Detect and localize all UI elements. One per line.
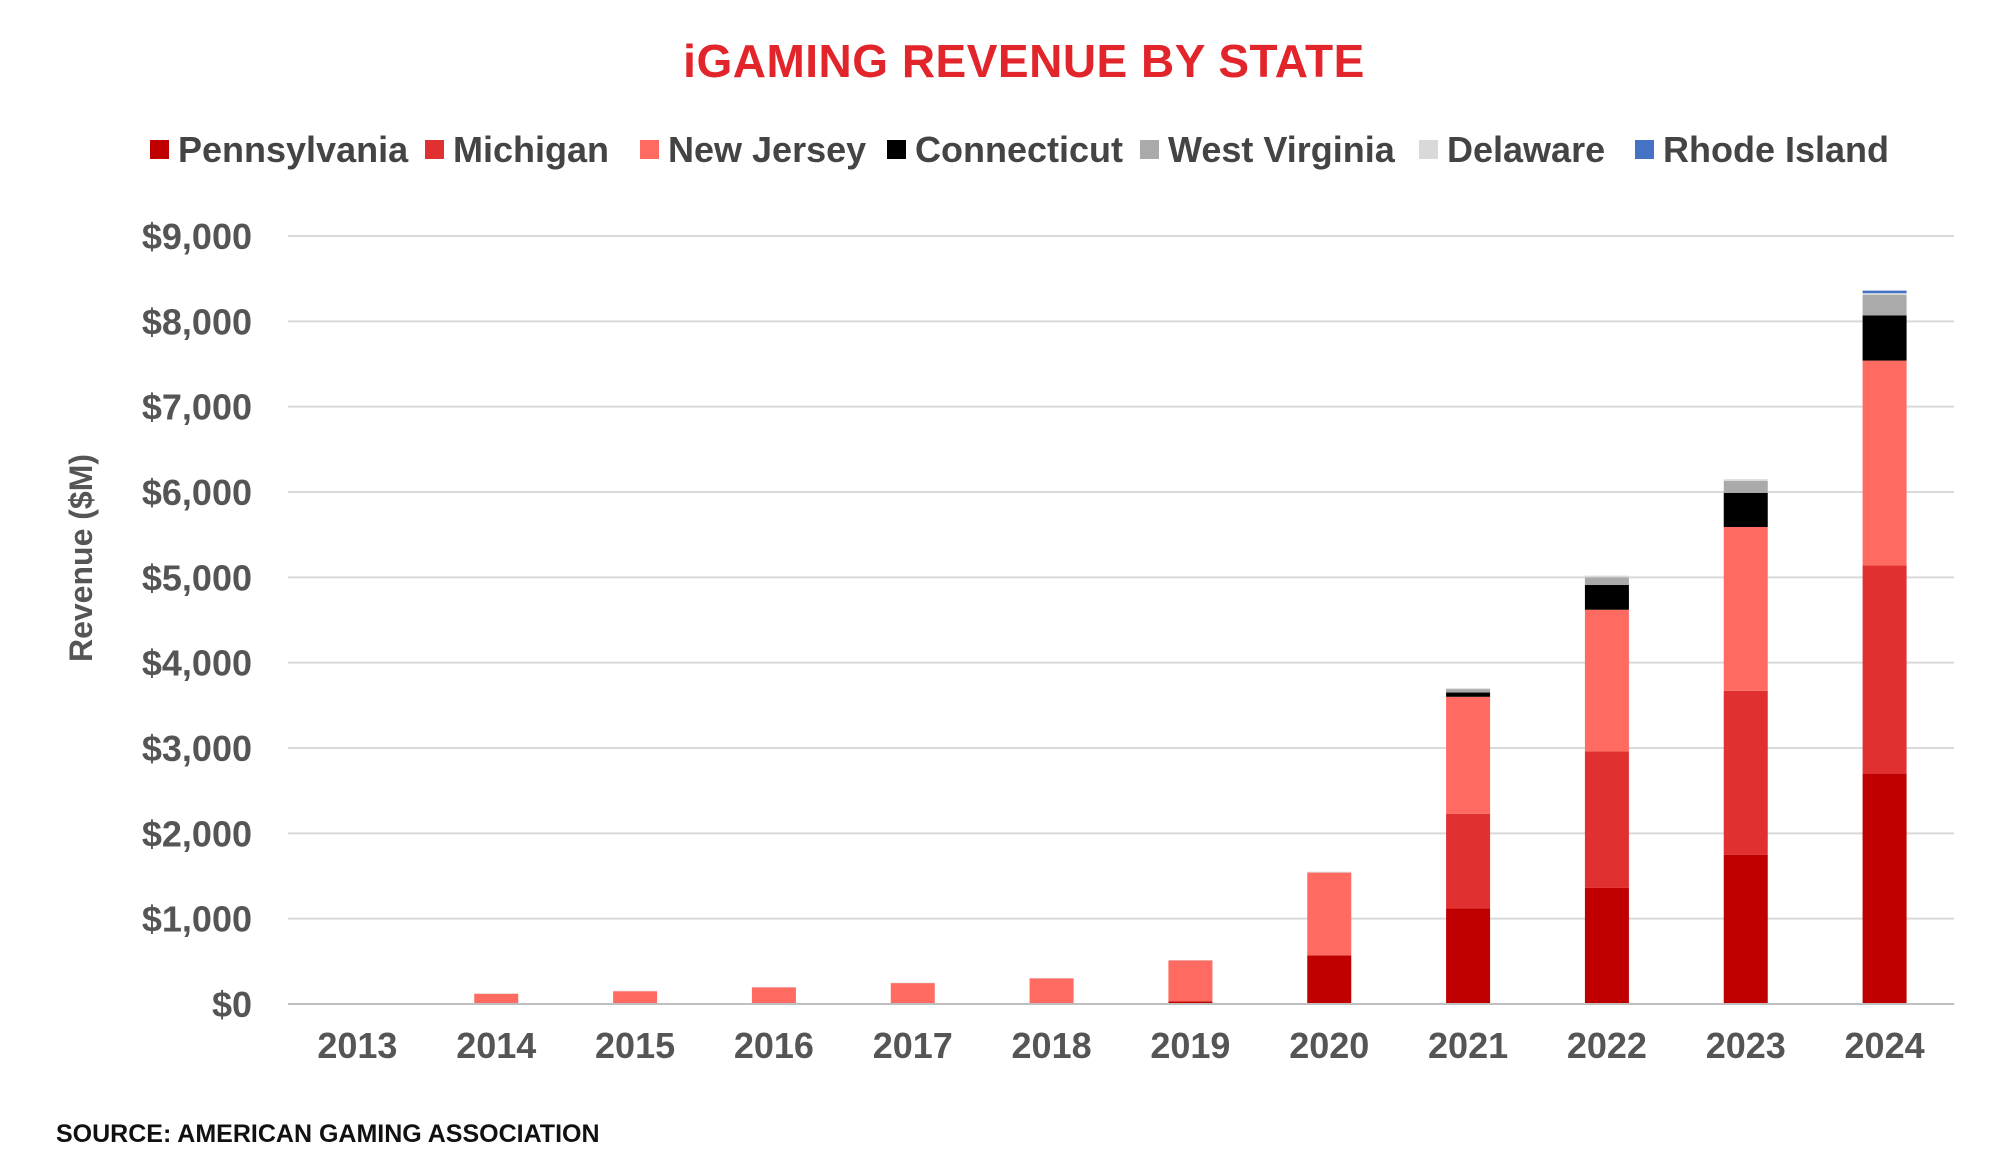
bar-segment-pennsylvania-2021 bbox=[1446, 908, 1491, 1004]
legend-item-rhode-island: Rhode Island bbox=[1635, 129, 1889, 170]
legend-label: Michigan bbox=[453, 129, 609, 170]
legend-swatch bbox=[425, 140, 444, 159]
bar-segment-pennsylvania-2024 bbox=[1862, 773, 1907, 1004]
x-tick-label: 2023 bbox=[1706, 1025, 1786, 1066]
bar-segment-new-jersey-2015 bbox=[613, 991, 658, 1004]
legend-label: Rhode Island bbox=[1663, 129, 1889, 170]
bar-segment-connecticut-2021 bbox=[1446, 692, 1491, 697]
legend-label: West Virginia bbox=[1168, 129, 1396, 170]
bar-segment-connecticut-2022 bbox=[1584, 585, 1629, 610]
x-axis-ticks: 2013 2014 2015 2016 2017 2018 2019 2020 2021 2022… bbox=[317, 1025, 1924, 1066]
source-note: SOURCE: AMERICAN GAMING ASSOCIATION bbox=[56, 1120, 600, 1148]
legend-label: Pennsylvania bbox=[178, 129, 409, 170]
legend-item-delaware: Delaware bbox=[1419, 129, 1605, 170]
x-tick-label: 2019 bbox=[1150, 1025, 1230, 1066]
legend: Pennsylvania Michigan New Jersey Connecticu… bbox=[150, 129, 1889, 170]
bar-segment-pennsylvania-2020 bbox=[1307, 955, 1352, 1004]
x-tick-label: 2015 bbox=[595, 1025, 675, 1066]
bar-segment-connecticut-2024 bbox=[1862, 315, 1907, 361]
bar-segment-delaware-2020 bbox=[1307, 871, 1352, 873]
y-tick-label: $3,000 bbox=[142, 728, 252, 769]
legend-swatch bbox=[1140, 140, 1159, 159]
legend-label: New Jersey bbox=[668, 129, 866, 170]
bar-segment-west-virginia-2023 bbox=[1723, 480, 1768, 493]
bar-segment-delaware-2021 bbox=[1446, 688, 1491, 690]
bar-segment-delaware-2024 bbox=[1862, 293, 1907, 295]
bar-segment-west-virginia-2022 bbox=[1584, 577, 1629, 586]
bar-segment-michigan-2022 bbox=[1584, 751, 1629, 888]
bar-segment-west-virginia-2024 bbox=[1862, 294, 1907, 316]
bar-segment-pennsylvania-2022 bbox=[1584, 887, 1629, 1004]
legend-swatch bbox=[887, 140, 906, 159]
y-tick-label: $7,000 bbox=[142, 387, 252, 428]
legend-swatch bbox=[150, 140, 169, 159]
gridlines bbox=[288, 235, 1954, 920]
x-tick-label: 2022 bbox=[1567, 1025, 1647, 1066]
bar-segment-delaware-2023 bbox=[1723, 479, 1768, 481]
x-tick-label: 2020 bbox=[1289, 1025, 1369, 1066]
bar-segment-new-jersey-2020 bbox=[1307, 872, 1352, 956]
bar-segment-michigan-2024 bbox=[1862, 565, 1907, 774]
x-tick-label: 2024 bbox=[1845, 1025, 1925, 1066]
x-tick-label: 2013 bbox=[317, 1025, 397, 1066]
legend-swatch bbox=[1419, 140, 1438, 159]
y-tick-label: $4,000 bbox=[142, 643, 252, 684]
y-tick-label: $8,000 bbox=[142, 301, 252, 342]
y-tick-label: $0 bbox=[212, 984, 252, 1025]
bar-segment-new-jersey-2022 bbox=[1584, 609, 1629, 752]
legend-item-new-jersey: New Jersey bbox=[640, 129, 866, 170]
bar-segment-new-jersey-2018 bbox=[1029, 978, 1074, 1004]
bar-segment-connecticut-2023 bbox=[1723, 492, 1768, 527]
chart-title: iGAMING REVENUE BY STATE bbox=[683, 35, 1365, 87]
x-tick-label: 2017 bbox=[873, 1025, 953, 1066]
x-tick-label: 2016 bbox=[734, 1025, 814, 1066]
y-tick-label: $5,000 bbox=[142, 557, 252, 598]
y-tick-label: $2,000 bbox=[142, 813, 252, 854]
legend-item-west-virginia: West Virginia bbox=[1140, 129, 1396, 170]
bar-segment-new-jersey-2019 bbox=[1168, 960, 1213, 1002]
y-tick-label: $6,000 bbox=[142, 472, 252, 513]
bar-segment-new-jersey-2023 bbox=[1723, 526, 1768, 691]
y-tick-label: $9,000 bbox=[142, 216, 252, 257]
legend-label: Connecticut bbox=[915, 129, 1123, 170]
bar-segment-new-jersey-2014 bbox=[474, 993, 519, 1004]
bar-segment-delaware-2022 bbox=[1584, 575, 1629, 578]
bar-segment-new-jersey-2017 bbox=[890, 983, 935, 1004]
legend-item-michigan: Michigan bbox=[425, 129, 609, 170]
y-axis-ticks: $0 $1,000 $2,000 $3,000 $4,000 $5,000 $6,000 $7… bbox=[142, 216, 252, 1025]
bar-segment-new-jersey-2024 bbox=[1862, 360, 1907, 566]
legend-swatch bbox=[640, 140, 659, 159]
x-tick-label: 2018 bbox=[1012, 1025, 1092, 1066]
legend-item-connecticut: Connecticut bbox=[887, 129, 1123, 170]
x-tick-label: 2014 bbox=[456, 1025, 536, 1066]
legend-item-pennsylvania: Pennsylvania bbox=[150, 129, 409, 170]
y-axis-label: Revenue ($M) bbox=[63, 454, 99, 662]
bar-segment-new-jersey-2021 bbox=[1446, 696, 1491, 814]
bar-segment-michigan-2023 bbox=[1723, 690, 1768, 855]
legend-swatch bbox=[1635, 140, 1654, 159]
bar-segment-michigan-2021 bbox=[1446, 813, 1491, 909]
bar-segment-rhode-island-2024 bbox=[1862, 290, 1907, 294]
legend-label: Delaware bbox=[1447, 129, 1605, 170]
bar-segment-pennsylvania-2019 bbox=[1168, 1001, 1213, 1004]
bar-segment-west-virginia-2021 bbox=[1446, 689, 1491, 693]
bar-segment-new-jersey-2016 bbox=[751, 987, 796, 1004]
x-tick-label: 2021 bbox=[1428, 1025, 1508, 1066]
y-tick-label: $1,000 bbox=[142, 899, 252, 940]
bar-segment-pennsylvania-2023 bbox=[1723, 854, 1768, 1004]
bars bbox=[335, 290, 1907, 1004]
